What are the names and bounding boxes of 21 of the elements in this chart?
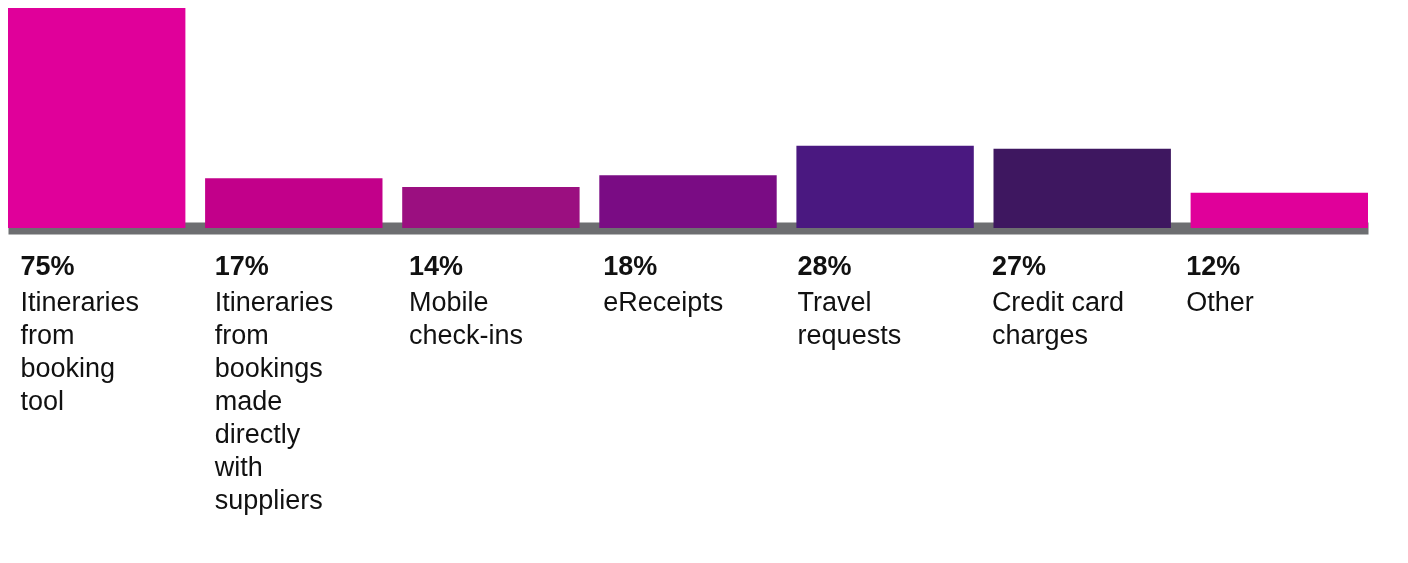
x-tick-label: Travel requests	[797, 287, 902, 350]
bar	[205, 178, 383, 228]
x-tick-label: eReceipts	[603, 287, 724, 317]
x-tick-label: Itineraries from bookings made directly with suppliers	[213, 287, 334, 515]
data-label: 75%	[20, 251, 75, 281]
data-label: 28%	[797, 251, 852, 281]
bar	[8, 8, 186, 228]
x-tick-label: Mobile check-ins	[409, 287, 524, 350]
x-tick-label: Itineraries from booking tool	[20, 287, 139, 416]
data-label: 14%	[409, 251, 464, 281]
data-label: 17%	[214, 251, 269, 281]
data-label: 18%	[603, 251, 658, 281]
data-label: 27%	[991, 251, 1046, 281]
bar	[796, 145, 974, 228]
bar	[993, 148, 1171, 228]
x-tick-label: Credit card charges	[991, 287, 1124, 350]
bar	[1190, 192, 1368, 228]
bar	[402, 186, 580, 228]
data-label: 12%	[1186, 251, 1241, 281]
x-tick-label: Other	[1186, 287, 1254, 317]
bar	[599, 175, 777, 228]
